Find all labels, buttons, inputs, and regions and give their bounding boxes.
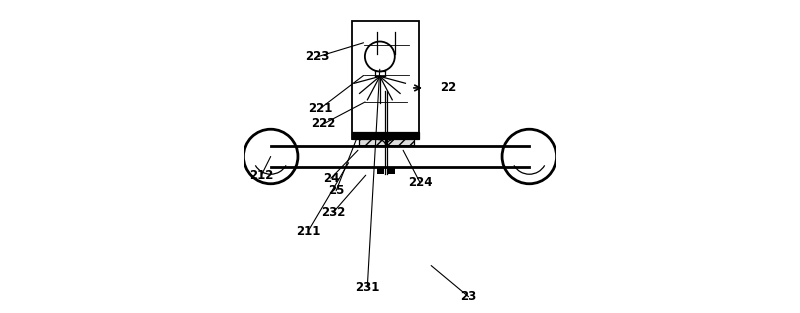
Text: 23: 23 <box>461 290 477 303</box>
Text: 24: 24 <box>322 172 339 185</box>
Text: 222: 222 <box>311 117 336 130</box>
Text: 232: 232 <box>321 206 345 219</box>
Bar <box>362 87 410 90</box>
Bar <box>352 21 418 139</box>
Bar <box>362 56 410 59</box>
Text: 25: 25 <box>328 184 344 197</box>
Bar <box>378 167 394 174</box>
Bar <box>362 54 410 60</box>
Bar <box>359 136 414 146</box>
Bar <box>363 60 409 91</box>
Text: 211: 211 <box>296 225 320 238</box>
Text: 224: 224 <box>408 177 433 189</box>
Text: 212: 212 <box>249 169 274 182</box>
Bar <box>384 167 388 174</box>
Text: 223: 223 <box>306 50 330 63</box>
Text: 22: 22 <box>441 81 457 95</box>
Bar <box>362 85 410 91</box>
Bar <box>365 91 407 113</box>
Text: 221: 221 <box>308 102 333 115</box>
Text: 231: 231 <box>355 281 379 294</box>
Bar <box>363 32 409 54</box>
Bar <box>352 131 418 139</box>
